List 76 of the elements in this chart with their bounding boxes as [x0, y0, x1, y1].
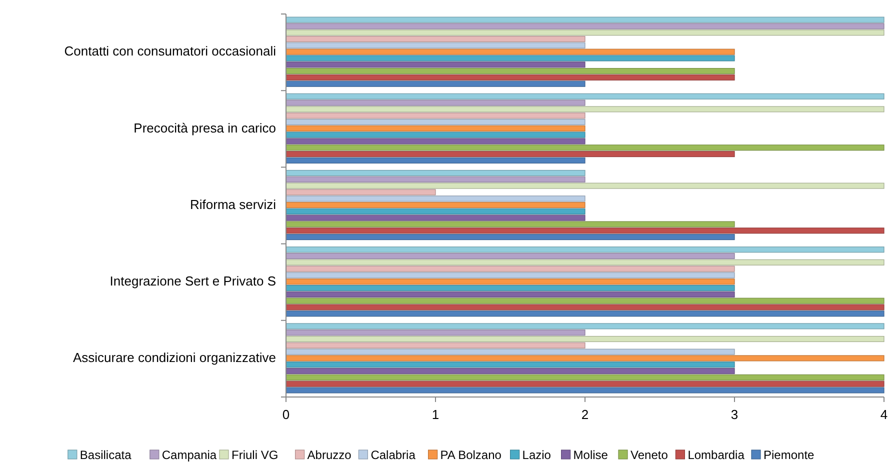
bar — [286, 246, 884, 253]
x-tick-label: 2 — [581, 407, 589, 422]
bar — [286, 16, 884, 23]
y-tick-label: Precocità presa in carico — [134, 120, 276, 136]
y-tick-label: Contatti con consumatori occasionali — [64, 44, 276, 59]
bar — [286, 228, 884, 234]
legend-label: Calabria — [370, 448, 416, 462]
bar — [286, 118, 586, 126]
bar — [286, 380, 884, 387]
x-tick-label: 1 — [432, 407, 440, 422]
bar — [286, 196, 586, 202]
bar — [286, 189, 436, 196]
bar — [286, 80, 586, 87]
bar — [286, 298, 884, 304]
bar — [286, 48, 735, 55]
bar — [286, 214, 586, 221]
y-tick-label: Riforma servizi — [190, 196, 276, 212]
bar — [286, 310, 884, 317]
bar — [286, 106, 884, 112]
bar — [286, 221, 735, 228]
legend-label: Friuli VG — [232, 448, 278, 462]
bar — [286, 368, 735, 374]
bar — [286, 355, 884, 362]
bar — [286, 74, 735, 80]
bar — [286, 144, 884, 151]
bar — [286, 259, 884, 266]
legend-label: Campania — [162, 448, 217, 462]
bar — [286, 234, 735, 240]
x-tick-label: 0 — [282, 407, 290, 422]
bar — [286, 132, 586, 138]
bar — [286, 348, 735, 355]
bar — [286, 304, 884, 310]
bar — [286, 151, 735, 158]
x-tick-label: 3 — [730, 407, 738, 422]
bar — [286, 30, 884, 36]
bar — [286, 374, 884, 380]
bar — [286, 387, 884, 394]
bar — [286, 208, 586, 214]
legend-label: Lazio — [522, 448, 552, 462]
y-tick-label: Assicurare condizioni organizzative — [72, 350, 276, 366]
bar — [286, 266, 735, 272]
bar — [286, 202, 586, 208]
bar — [286, 278, 735, 285]
y-tick-label: Integrazione Sert e Privato S — [110, 274, 276, 289]
bar — [286, 176, 586, 182]
bar — [286, 157, 586, 164]
bar — [286, 62, 586, 68]
bar — [286, 36, 586, 42]
legend-label: Basilicata — [80, 448, 132, 462]
bar — [286, 342, 586, 348]
legend-label: Piemonte — [764, 448, 815, 462]
bar — [286, 100, 586, 106]
bar — [286, 170, 586, 176]
legend-label: Veneto — [630, 448, 668, 462]
bar — [286, 138, 586, 144]
bar — [286, 93, 884, 100]
bar — [286, 68, 735, 74]
bar — [286, 125, 586, 132]
bar — [286, 362, 735, 368]
bar — [286, 42, 586, 48]
bar — [286, 112, 586, 119]
legend-label: Molise — [573, 448, 608, 462]
bar — [286, 252, 735, 260]
legend-label: PA Bolzano — [440, 448, 502, 462]
bar — [286, 323, 884, 330]
bar — [286, 55, 735, 62]
bar — [286, 285, 735, 292]
bar — [286, 336, 884, 342]
legend-label: Abruzzo — [307, 448, 352, 462]
bar — [286, 23, 884, 30]
bar — [286, 272, 735, 278]
bar — [286, 182, 884, 189]
x-tick-label: 4 — [880, 407, 888, 422]
bar — [286, 291, 735, 298]
bar — [286, 330, 586, 336]
legend-label: Lombardia — [688, 448, 745, 462]
